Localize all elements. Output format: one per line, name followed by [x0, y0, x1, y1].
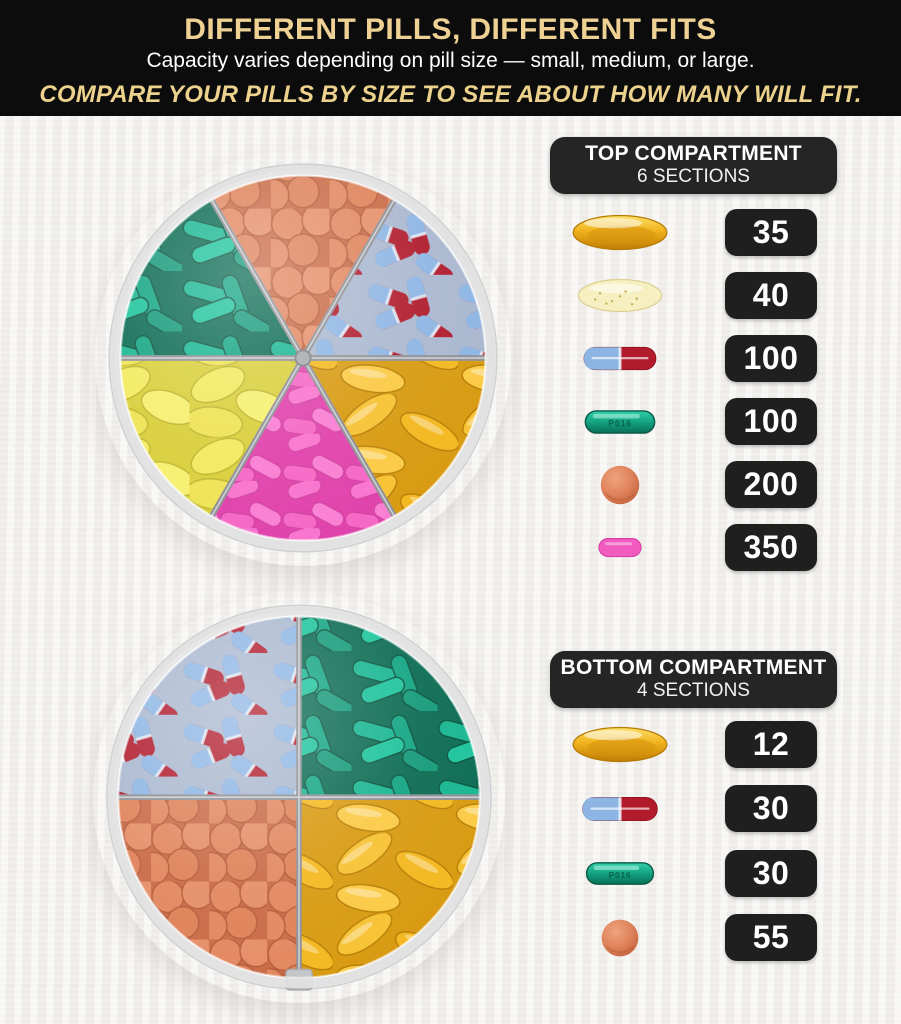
blue-red-capsule-icon	[582, 796, 658, 821]
capacity-row: 12	[550, 712, 850, 777]
plastic-shine	[112, 610, 486, 984]
plastic-shine	[114, 169, 492, 547]
top-organizer-svg	[108, 163, 498, 553]
capacity-row: 100	[550, 327, 850, 390]
capsule-imprint: P016	[609, 870, 632, 880]
capacity-count: 200	[725, 461, 817, 508]
capsule-imprint: P016	[608, 418, 632, 428]
orange-round-tablet-icon	[599, 464, 641, 505]
bottom-capacity-table: 12 30 P016 30 55	[550, 712, 850, 970]
capacity-row: P016 100	[550, 390, 850, 453]
bottom-organizer-svg	[106, 604, 492, 991]
bottom-compartment-title: BOTTOM COMPARTMENT	[560, 656, 827, 679]
bottom-compartment-sections: 4 SECTIONS	[637, 680, 750, 701]
capacity-count: 35	[725, 209, 817, 256]
capacity-count: 12	[725, 720, 817, 768]
capacity-row: 30	[550, 777, 850, 842]
top-capacity-table: 35 40 100 P016 100 200	[550, 201, 850, 579]
bottom-organizer-photo	[93, 591, 505, 1003]
capacity-count: 30	[725, 785, 817, 833]
top-organizer-photo	[95, 150, 511, 566]
bottom-compartment-badge: BOTTOM COMPARTMENT 4 SECTIONS	[550, 651, 837, 708]
capacity-row: P016 30	[550, 841, 850, 906]
top-compartment-title: TOP COMPARTMENT	[585, 142, 802, 165]
capacity-row: 350	[550, 516, 850, 579]
capacity-count: 55	[725, 914, 817, 962]
teal-capsule-icon: P016	[584, 409, 656, 434]
page-title: DIFFERENT PILLS, DIFFERENT FITS	[184, 13, 717, 46]
pale-yellow-tablet-icon	[577, 278, 663, 313]
capacity-count: 350	[725, 524, 817, 571]
capacity-row: 35	[550, 201, 850, 264]
top-compartment-sections: 6 SECTIONS	[637, 166, 750, 187]
capacity-count: 100	[725, 335, 817, 382]
capacity-row: 40	[550, 264, 850, 327]
capacity-row: 55	[550, 906, 850, 971]
pink-tablet-icon	[598, 537, 642, 558]
blue-red-capsule-icon	[583, 346, 657, 371]
gold-softgel-icon	[572, 726, 668, 762]
capacity-row: 200	[550, 453, 850, 516]
page-tagline: COMPARE YOUR PILLS BY SIZE TO SEE ABOUT …	[39, 81, 862, 108]
top-compartment-badge: TOP COMPARTMENT 6 SECTIONS	[550, 137, 837, 194]
orange-round-tablet-icon	[600, 918, 640, 957]
teal-capsule-icon: P016	[585, 861, 655, 885]
header-banner: DIFFERENT PILLS, DIFFERENT FITS Capacity…	[0, 0, 901, 116]
capacity-count: 30	[725, 849, 817, 897]
capacity-count: 40	[725, 272, 817, 319]
page-subtitle: Capacity varies depending on pill size —…	[146, 49, 755, 72]
capacity-count: 100	[725, 398, 817, 445]
gold-softgel-icon	[572, 214, 668, 251]
